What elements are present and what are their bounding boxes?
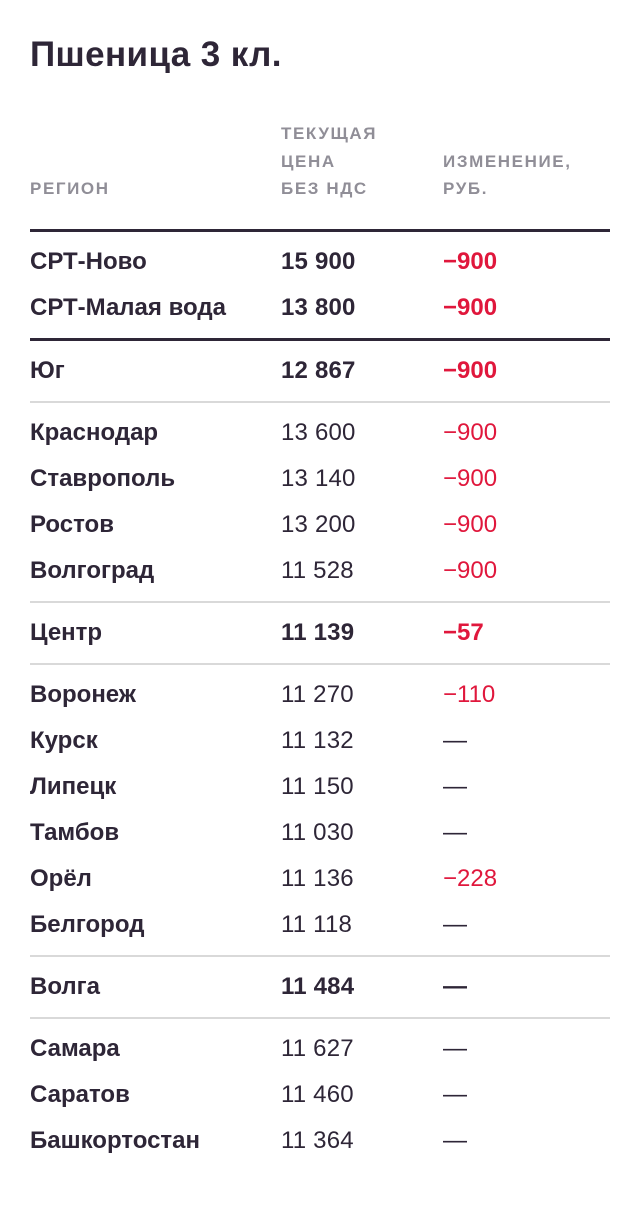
table-section: Центр 11 139 −57 [30, 603, 610, 663]
table-row: СРТ-Ново 15 900 −900 [30, 239, 610, 285]
change-value: −900 [443, 418, 498, 446]
price-value: 11 132 [281, 726, 354, 754]
price-value: 13 200 [281, 510, 356, 538]
region-name: Курск [30, 726, 98, 754]
column-header-region: РЕГИОН [30, 179, 110, 199]
price-value: 11 270 [281, 680, 354, 708]
change-value: −110 [443, 680, 496, 708]
table-row: Ростов 13 200 −900 [30, 502, 610, 548]
change-value: — [443, 1126, 467, 1154]
table-row: Липецк 11 150 — [30, 764, 610, 810]
change-value: −228 [443, 864, 498, 892]
change-value: −57 [443, 618, 484, 646]
region-name: Самара [30, 1034, 120, 1062]
region-name: Белгород [30, 910, 145, 938]
table-section: Воронеж 11 270 −110 Курск 11 132 — Липецк 11 15… [30, 665, 610, 955]
table-row: СРТ-Малая вода 13 800 −900 [30, 285, 610, 331]
price-value: 11 528 [281, 556, 354, 584]
region-name: СРТ-Малая вода [30, 293, 226, 321]
table-section: СРТ-Ново 15 900 −900 СРТ-Малая вода 13 800 −9… [30, 232, 610, 338]
change-value: −900 [443, 510, 498, 538]
table-row: Орёл 11 136 −228 [30, 856, 610, 902]
price-value: 13 800 [281, 293, 356, 321]
change-value: — [443, 772, 467, 800]
region-name: Волгоград [30, 556, 155, 584]
table-row: Тамбов 11 030 — [30, 810, 610, 856]
region-name: Юг [30, 356, 65, 384]
price-value: 11 136 [281, 864, 354, 892]
change-value: −900 [443, 556, 498, 584]
table-section: Волга 11 484 — [30, 957, 610, 1017]
price-value: 11 627 [281, 1034, 354, 1062]
table-row: Самара 11 627 — [30, 1026, 610, 1072]
region-name: Центр [30, 618, 103, 646]
region-name: Ростов [30, 510, 114, 538]
price-value: 11 030 [281, 818, 354, 846]
thin-divider [30, 954, 610, 957]
price-value: 11 139 [281, 618, 355, 646]
region-name: Воронеж [30, 680, 136, 708]
table-row: Воронеж 11 270 −110 [30, 672, 610, 718]
change-value: — [443, 1034, 467, 1062]
region-name: Волга [30, 972, 100, 1000]
table-row: Белгород 11 118 — [30, 902, 610, 948]
page-title: Пшеница 3 кл. [30, 35, 282, 74]
region-name: Башкортостан [30, 1126, 201, 1154]
price-value: 11 460 [281, 1080, 354, 1108]
price-value: 11 364 [281, 1126, 354, 1154]
region-name: СРТ-Ново [30, 247, 147, 275]
table-row: Курск 11 132 — [30, 718, 610, 764]
change-value: −900 [443, 293, 498, 321]
price-value: 11 118 [281, 910, 353, 938]
change-value: −900 [443, 356, 498, 384]
table-row: Юг 12 867 −900 [30, 348, 610, 394]
region-name: Саратов [30, 1080, 130, 1108]
change-value: −900 [443, 464, 498, 492]
table-section: Юг 12 867 −900 [30, 341, 610, 401]
column-header-change: ИЗМЕНЕНИЕ, РУБ. [443, 151, 572, 199]
region-name: Ставрополь [30, 464, 176, 492]
change-value: — [443, 910, 467, 938]
table-section: Краснодар 13 600 −900 Ставрополь 13 140 −900 Р… [30, 403, 610, 601]
table-row: Краснодар 13 600 −900 [30, 410, 610, 456]
table-row: Башкортостан 11 364 — [30, 1118, 610, 1164]
thin-divider [30, 1016, 610, 1019]
region-name: Орёл [30, 864, 92, 892]
change-value: — [443, 818, 467, 846]
table-row: Ставрополь 13 140 −900 [30, 456, 610, 502]
price-value: 13 600 [281, 418, 356, 446]
price-value: 11 150 [281, 772, 354, 800]
price-report-page: Пшеница 3 кл. РЕГИОН ТЕКУЩАЯ ЦЕНА БЕЗ НД… [30, 35, 610, 1171]
region-name: Липецк [30, 772, 117, 800]
table-row: Волгоград 11 528 −900 [30, 548, 610, 594]
column-header-price: ТЕКУЩАЯ ЦЕНА БЕЗ НДС [281, 124, 378, 199]
price-value: 12 867 [281, 356, 356, 384]
change-value: — [443, 972, 467, 1000]
thick-divider [30, 228, 610, 232]
thin-divider [30, 662, 610, 665]
table-body: СРТ-Ново 15 900 −900 СРТ-Малая вода 13 800 −9… [30, 228, 610, 1171]
thin-divider [30, 600, 610, 603]
table-section: Самара 11 627 — Саратов 11 460 — Башкортостан 1… [30, 1019, 610, 1171]
thick-divider [30, 337, 610, 341]
region-name: Тамбов [30, 818, 120, 846]
price-value: 13 140 [281, 464, 356, 492]
price-value: 11 484 [281, 972, 355, 1000]
change-value: −900 [443, 247, 498, 275]
region-name: Краснодар [30, 418, 159, 446]
thin-divider [30, 400, 610, 403]
change-value: — [443, 1080, 467, 1108]
price-value: 15 900 [281, 247, 356, 275]
table-header-row: РЕГИОН ТЕКУЩАЯ ЦЕНА БЕЗ НДС ИЗМЕНЕНИЕ, Р… [30, 120, 610, 203]
table-row: Саратов 11 460 — [30, 1072, 610, 1118]
table-row: Волга 11 484 — [30, 964, 610, 1010]
table-row: Центр 11 139 −57 [30, 610, 610, 656]
change-value: — [443, 726, 467, 754]
